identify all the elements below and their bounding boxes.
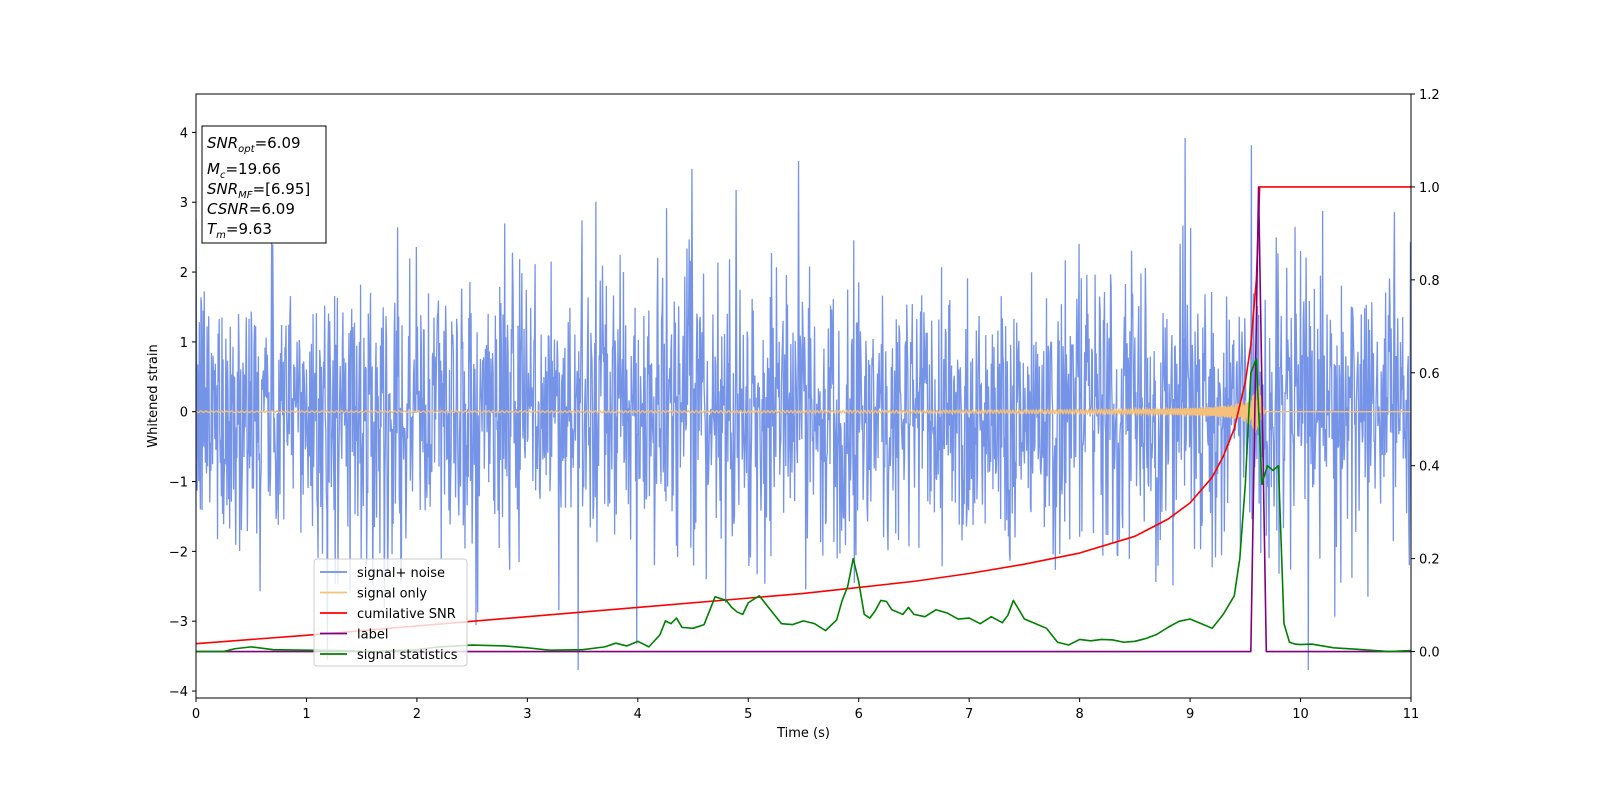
- x-axis-label: Time (s): [776, 726, 830, 741]
- y2-tick-label: 0.6: [1419, 367, 1440, 382]
- info-box-frame: [201, 125, 327, 244]
- info-line-subscript: MF: [238, 190, 253, 201]
- x-tick-label: 6: [855, 707, 863, 722]
- y-tick-label: −4: [169, 685, 188, 700]
- x-tick-label: 3: [523, 707, 531, 722]
- x-tick-label: 9: [1186, 707, 1194, 722]
- info-box: SNRopt=6.09Mc=19.66SNRMF=[6.95]CSNR=6.09…: [201, 125, 327, 244]
- y-axis-label: Whitened strain: [146, 344, 161, 447]
- info-line: SNRopt=6.09: [207, 134, 301, 155]
- y-axis-right: 0.0 0.2 0.4 0.6 0.8 1.0 1.2: [1411, 88, 1440, 661]
- series-signal-statistics: [196, 358, 1411, 653]
- legend-entry: signal statistics: [357, 648, 458, 663]
- info-line: Mc=19.66: [207, 160, 281, 181]
- info-line: CSNR=6.09: [207, 200, 295, 218]
- series-layer: [196, 137, 1411, 671]
- info-line-name: T: [207, 220, 218, 238]
- y-tick-label: −2: [169, 545, 188, 560]
- series-cumilative-snr: [196, 186, 1411, 645]
- legend: signal+ noise signal only cumilative SNR la…: [313, 558, 468, 667]
- x-tick-label: 0: [192, 707, 200, 722]
- y-tick-label: 4: [180, 126, 188, 141]
- info-line: Tm=9.63: [207, 220, 272, 241]
- y2-tick-label: 0.0: [1419, 646, 1440, 661]
- x-tick-label: 2: [413, 707, 421, 722]
- info-line-subscript: c: [220, 170, 226, 181]
- x-tick-label: 10: [1292, 707, 1309, 722]
- info-line-subscript: opt: [238, 144, 255, 155]
- legend-entry: cumilative SNR: [357, 607, 456, 622]
- y-tick-label: −1: [169, 476, 188, 491]
- series-label: [196, 186, 1411, 653]
- y-axis-left: −4 −3 −2 −1 0 1 2 3 4: [169, 126, 196, 700]
- y-tick-label: 2: [180, 266, 188, 281]
- legend-entry: signal only: [357, 587, 427, 602]
- info-line-value: =9.63: [226, 220, 272, 238]
- info-line-subscript: m: [216, 230, 226, 241]
- y-tick-label: −3: [169, 615, 188, 630]
- info-line-name: M: [207, 160, 220, 178]
- y2-tick-label: 0.4: [1419, 460, 1440, 475]
- y-tick-label: 3: [180, 196, 188, 211]
- y2-tick-label: 1.0: [1419, 181, 1440, 196]
- legend-entry: label: [357, 628, 388, 643]
- x-tick-label: 1: [302, 707, 310, 722]
- info-line-value: =6.09: [255, 134, 301, 152]
- info-line-value: =[6.95]: [253, 180, 311, 198]
- y-tick-label: 1: [180, 336, 188, 351]
- x-tick-label: 7: [965, 707, 973, 722]
- info-line-name: SNR: [207, 180, 238, 198]
- x-tick-label: 5: [744, 707, 752, 722]
- y2-tick-label: 0.8: [1419, 274, 1440, 289]
- legend-entry: signal+ noise: [357, 566, 445, 581]
- x-tick-label: 8: [1075, 707, 1083, 722]
- x-tick-label: 11: [1403, 707, 1420, 722]
- series-signal-only: [196, 385, 1411, 433]
- info-line-name: SNR: [207, 134, 238, 152]
- series-signal-noise: [196, 137, 1411, 671]
- x-axis: 0 1 2 3 4 5 6 7 8 9 10 11: [192, 698, 1419, 722]
- info-line-name: CSNR: [207, 200, 249, 218]
- info-line-value: =19.66: [225, 160, 281, 178]
- info-line: SNRMF=[6.95]: [207, 180, 310, 201]
- y2-tick-label: 1.2: [1419, 88, 1440, 103]
- y-tick-label: 0: [180, 406, 188, 421]
- info-line-value: =6.09: [249, 200, 295, 218]
- y2-tick-label: 0.2: [1419, 553, 1440, 568]
- plot-frame: [195, 93, 1412, 699]
- x-tick-label: 4: [634, 707, 642, 722]
- legend-frame: [313, 558, 468, 667]
